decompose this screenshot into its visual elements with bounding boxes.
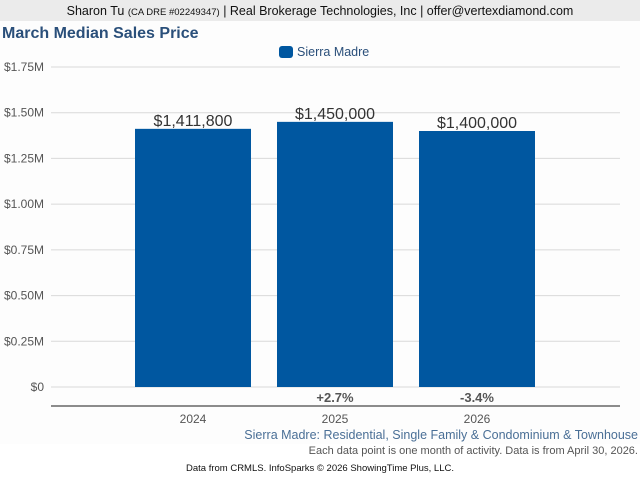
y-tick-label: $1.75M	[4, 60, 44, 74]
legend-swatch	[279, 46, 293, 58]
y-tick-label: $0.50M	[4, 289, 44, 303]
bar-value-label: $1,411,800	[154, 113, 233, 130]
data-note: Each data point is one month of activity…	[308, 445, 638, 457]
x-tick-label: 2025	[322, 412, 349, 426]
agent-header: Sharon Tu (CA DRE #02249347) | Real Brok…	[0, 0, 640, 21]
y-tick-label: $0.75M	[4, 243, 44, 257]
y-tick-label: $1.50M	[4, 106, 44, 120]
x-tick-label: 2026	[464, 412, 491, 426]
chart-title: March Median Sales Price	[2, 25, 199, 42]
x-tick-label: 2024	[180, 412, 207, 426]
bar	[419, 131, 535, 387]
data-source: Data from CRMLS. InfoSparks © 2026 Showi…	[185, 463, 454, 474]
y-tick-label: $0.25M	[4, 334, 44, 348]
y-tick-label: $1.00M	[4, 197, 44, 211]
agent-name: Sharon Tu	[66, 4, 125, 18]
bar-chart: $0 $0.25M $0.50M $0.75M $1.00M $1.25M $1.50M $1…	[4, 60, 620, 426]
y-tick-label: $0	[31, 380, 45, 394]
bar	[135, 128, 251, 387]
license-number: (CA DRE #02249347)	[127, 7, 220, 18]
chart-description: Sierra Madre: Residential, Single Family…	[244, 428, 638, 442]
bar-value-label: $1,400,000	[437, 115, 517, 132]
bar-value-label: $1,450,000	[295, 106, 375, 123]
brokerage-contact: | Real Brokerage Technologies, Inc | off…	[223, 4, 574, 18]
change-label: -3.4%	[460, 390, 494, 405]
change-label: +2.7%	[316, 390, 354, 405]
y-tick-label: $1.25M	[4, 151, 44, 165]
legend[interactable]: Sierra Madre	[279, 45, 369, 59]
legend-label: Sierra Madre	[297, 45, 370, 59]
bar	[277, 121, 393, 387]
